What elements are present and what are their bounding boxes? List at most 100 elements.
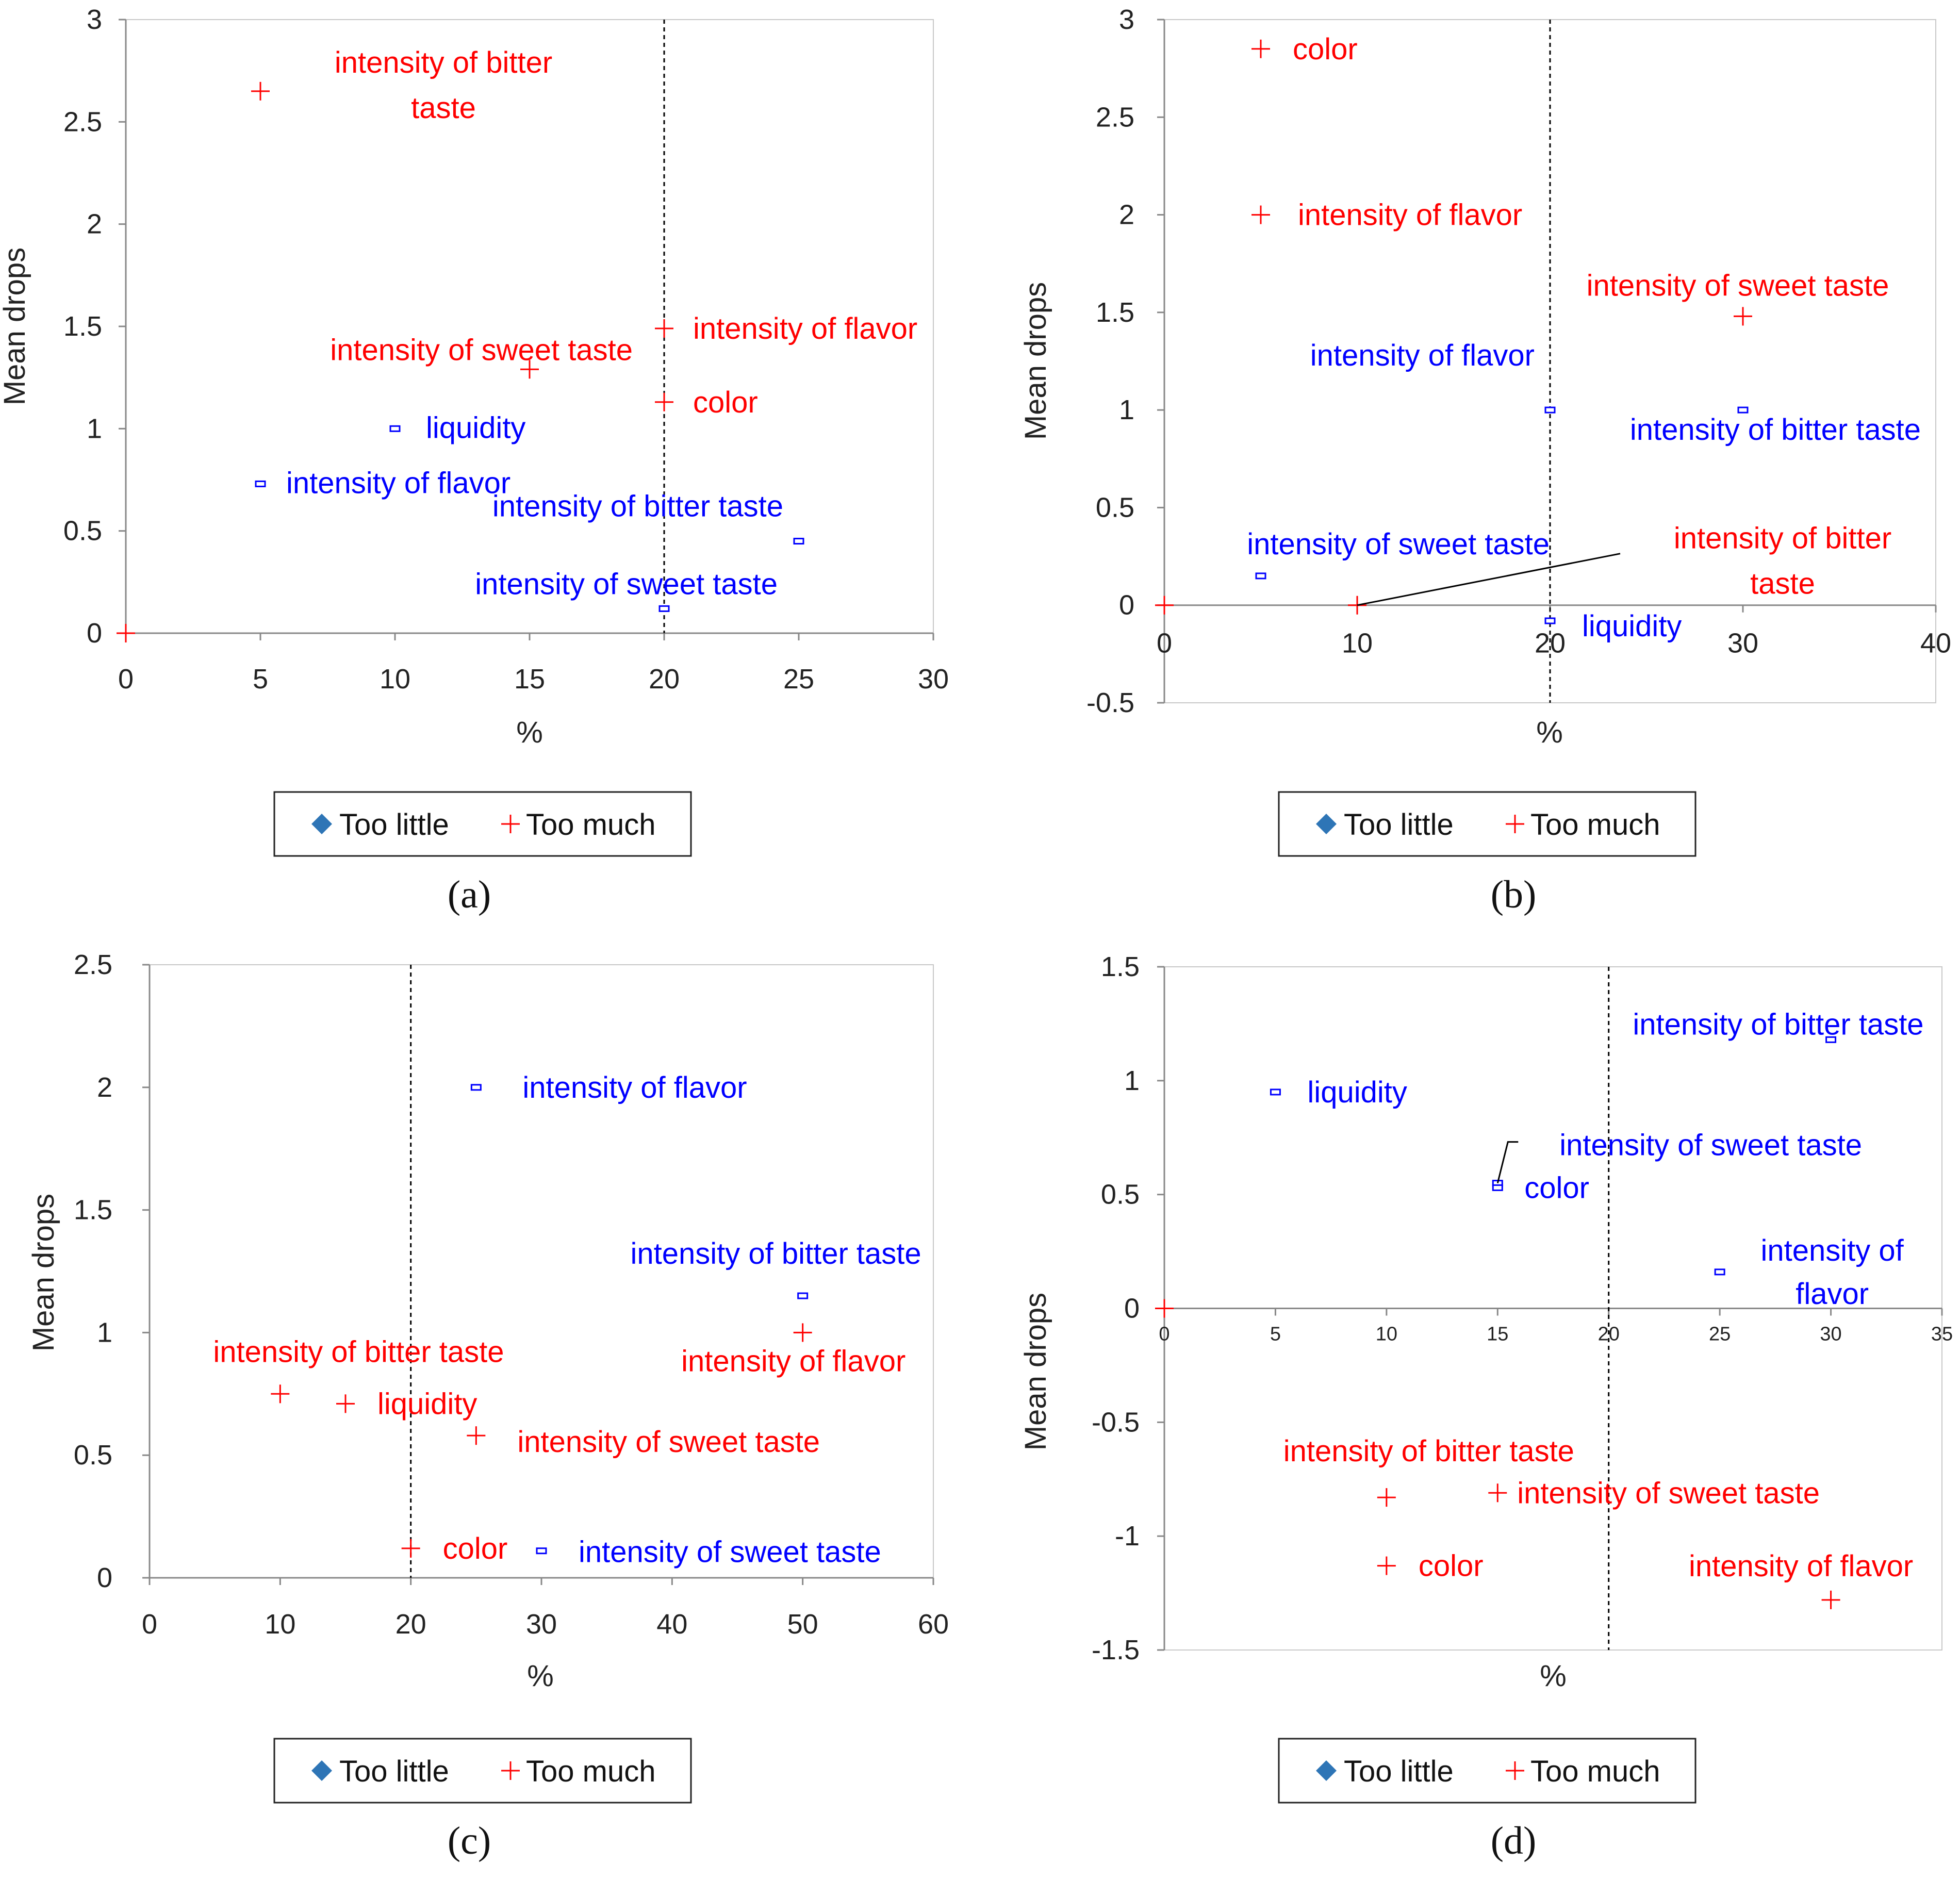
x-tick-label: 30 — [918, 664, 949, 695]
panel-label: (a) — [448, 873, 491, 916]
y-tick-label: 0 — [1124, 1293, 1140, 1324]
label-too-much: intensity of sweet taste — [1517, 1476, 1820, 1510]
x-tick-label: 0 — [118, 664, 134, 695]
legend-too-little-label: Too little — [339, 808, 449, 842]
point-too-much — [1251, 39, 1270, 58]
x-tick-label: 5 — [253, 664, 268, 695]
y-tick-label: 1.5 — [63, 311, 102, 342]
point-too-little — [1255, 572, 1266, 580]
point-too-little — [658, 605, 670, 612]
legend-too-little-label: Too little — [1344, 1755, 1454, 1788]
label-too-much: intensity of sweet taste — [517, 1425, 820, 1459]
y-tick-label: 0.5 — [74, 1440, 112, 1471]
label-too-much: intensity of flavor — [1689, 1549, 1913, 1583]
y-axis-title: Mean drops — [1019, 1293, 1052, 1450]
panel-b: -0.500.511.522.530 10 20 30 40%Mean drops int… — [1019, 4, 1951, 916]
legend-too-much-label: Too much — [526, 1755, 655, 1788]
label-too-little: intensity of sweet taste — [1559, 1129, 1862, 1162]
point-too-much — [271, 1384, 290, 1404]
label-too-little: intensity of sweet taste — [1247, 527, 1550, 561]
label-too-much: intensity of bitter — [1674, 522, 1891, 555]
label-leader-line — [1357, 553, 1621, 606]
point-too-much — [1821, 1590, 1840, 1609]
panel-label: (c) — [448, 1819, 491, 1862]
label-too-much: intensity of flavor — [1298, 199, 1522, 232]
label-too-little: intensity of flavor — [1310, 339, 1535, 372]
x-tick-label: 10 — [1342, 628, 1373, 659]
point-too-little — [536, 1547, 547, 1555]
x-tick-label: 35 — [1931, 1324, 1953, 1345]
point-too-little — [1737, 406, 1749, 414]
y-tick-label: 2 — [1119, 200, 1134, 230]
y-tick-label: -1 — [1115, 1521, 1140, 1552]
label-too-little: intensity of bitter taste — [492, 490, 783, 523]
x-tick-label: 0 — [1159, 1324, 1170, 1345]
x-tick-label: 50 — [787, 1609, 818, 1640]
x-tick-label: 30 — [526, 1609, 557, 1640]
legend-box — [273, 791, 692, 857]
point-too-little — [1825, 1036, 1837, 1043]
point-too-much — [520, 360, 539, 379]
label-too-little: liquidity — [426, 411, 525, 444]
point-too-little — [793, 538, 804, 544]
label-too-much: color — [693, 386, 758, 419]
plot-area — [149, 964, 934, 1578]
y-tick-label: 0 — [1119, 590, 1134, 621]
legend: Too little Too much — [273, 791, 692, 857]
label-too-little: flavor — [1796, 1277, 1869, 1311]
label-too-little: intensity of sweet taste — [579, 1536, 881, 1569]
point-too-much — [1377, 1488, 1396, 1507]
label-too-much: intensity of bitter taste — [1283, 1434, 1574, 1468]
point-too-little — [255, 480, 266, 487]
point-too-much — [1155, 1299, 1174, 1318]
x-axis-title: % — [1540, 1659, 1567, 1693]
x-axis-title: % — [1536, 716, 1563, 749]
legend: Too little Too much — [1278, 1738, 1697, 1804]
point-too-much — [1377, 1556, 1396, 1575]
x-tick-label: 10 — [1376, 1324, 1397, 1345]
point-too-little — [470, 1084, 482, 1091]
point-too-little — [1544, 406, 1556, 414]
x-tick-label: 60 — [918, 1609, 949, 1640]
point-too-much — [251, 81, 270, 101]
point-too-little — [389, 425, 401, 432]
label-too-little: intensity of flavor — [286, 466, 510, 500]
label-too-much: liquidity — [377, 1387, 477, 1421]
panel-label: (d) — [1491, 1819, 1537, 1862]
point-too-much — [1488, 1483, 1507, 1503]
x-tick-label: 25 — [1709, 1324, 1731, 1345]
point-too-much — [117, 624, 135, 642]
x-tick-label: 40 — [656, 1609, 687, 1640]
label-too-much: color — [1293, 32, 1358, 66]
y-tick-label: 1 — [97, 1317, 112, 1348]
label-too-little: intensity of sweet taste — [475, 567, 778, 601]
legend-diamond-icon — [311, 1760, 332, 1781]
point-too-much — [467, 1426, 486, 1445]
label-too-much: taste — [1750, 567, 1815, 601]
x-tick-label: 10 — [380, 664, 410, 695]
x-tick-label: 15 — [1487, 1324, 1508, 1345]
label-too-much: intensity of sweet taste — [330, 333, 633, 367]
legend: Too little Too much — [1278, 791, 1697, 857]
label-leader-line — [1496, 1141, 1519, 1183]
point-too-much — [655, 319, 673, 338]
label-too-much: intensity of flavor — [693, 312, 917, 345]
legend: Too little Too much — [273, 1738, 692, 1804]
y-tick-label: 3 — [87, 4, 102, 35]
x-tick-label: 40 — [1920, 628, 1951, 659]
point-too-much — [1155, 596, 1174, 615]
y-axis-title: Mean drops — [27, 1194, 60, 1351]
y-tick-label: 2 — [87, 209, 102, 240]
y-tick-label: 1.5 — [1101, 951, 1140, 982]
point-too-little — [1544, 617, 1556, 624]
label-too-little: color — [1524, 1171, 1589, 1204]
y-tick-label: 0.5 — [1096, 492, 1134, 523]
legend-box — [273, 1738, 692, 1804]
label-too-little: intensity of bitter taste — [1630, 413, 1921, 447]
label-too-much: intensity of sweet taste — [1587, 269, 1889, 302]
y-tick-label: -1.5 — [1092, 1635, 1140, 1665]
x-tick-label: 20 — [396, 1609, 426, 1640]
point-too-much — [336, 1394, 355, 1413]
legend-box — [1278, 791, 1697, 857]
legend-too-little-label: Too little — [1344, 808, 1454, 842]
